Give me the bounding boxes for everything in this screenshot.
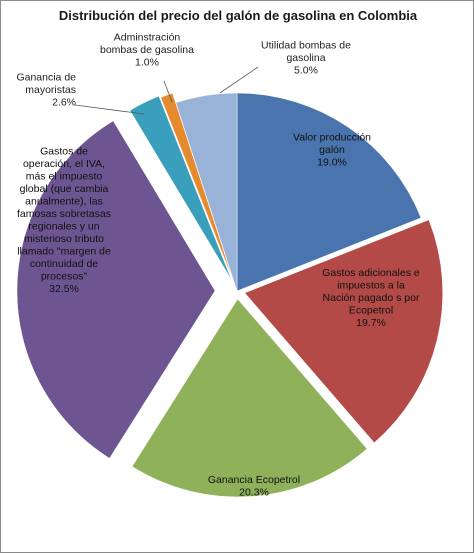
chart-title: Distribución del precio del galón de gas…: [58, 8, 418, 23]
slice-label: Ganancia Ecopetrol 20.3%: [208, 474, 300, 499]
slice-label: Ganancia de mayoristas 2.6%: [16, 72, 76, 109]
pie-slice: [175, 92, 238, 292]
slice-label: Gastos de operación, el IVA, más el impues…: [17, 145, 111, 295]
pie-slice: [131, 298, 368, 498]
slice-label: Gastos adicionales e impuestos a la Nación…: [322, 267, 420, 329]
slice-label: Utilidad bombas de gasolina 5.0%: [261, 40, 351, 77]
pie-slice: [16, 120, 216, 459]
leader-line: [74, 104, 145, 115]
leader-line: [219, 66, 259, 94]
pie-slice: [236, 92, 422, 292]
pie-slice: [244, 219, 443, 444]
slice-label: Valor producción galón 19.0%: [293, 132, 371, 169]
pie-slice: [160, 92, 234, 282]
leader-line: [163, 80, 173, 103]
pie-slice: [129, 95, 232, 281]
slice-label: Adminstración bombas de gasolina 1.0%: [100, 32, 194, 69]
